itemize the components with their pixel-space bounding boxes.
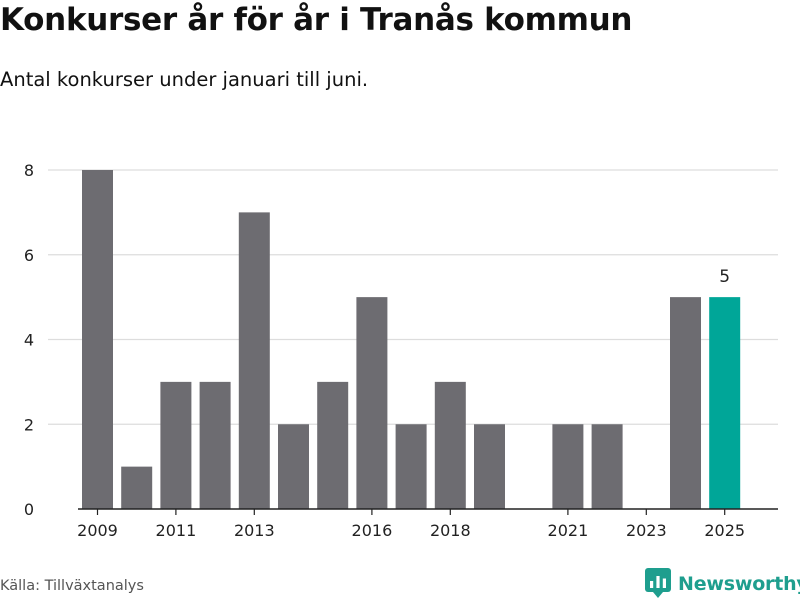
x-axis: 2009 2011 2013 2016 2018 2021 2023 2025	[77, 508, 778, 540]
bar	[395, 424, 427, 509]
chart-title: Konkurser år för år i Tranås kommun	[0, 2, 633, 38]
bar	[278, 424, 309, 509]
x-tick-label: 2023	[626, 521, 667, 540]
bars	[82, 170, 741, 509]
y-tick-label: 6	[24, 246, 34, 265]
data-labels: 5	[719, 267, 730, 287]
chart-subtitle: Antal konkurser under januari till juni.	[0, 68, 369, 91]
newsworthy-logo-icon	[645, 568, 671, 598]
brand-name: Newsworthy	[678, 573, 800, 595]
bar	[591, 424, 623, 509]
x-tick-label: 2009	[77, 521, 118, 540]
bar	[670, 297, 701, 509]
bar	[160, 381, 192, 509]
x-tick-label: 2021	[548, 521, 589, 540]
brand-logo: Newsworthy	[645, 568, 800, 600]
source-note: Källa: Tillväxtanalys	[0, 578, 144, 594]
x-tick-label: 2025	[704, 521, 745, 540]
y-tick-label: 0	[24, 500, 34, 519]
y-tick-label: 4	[24, 331, 34, 350]
x-tick-label: 2018	[430, 521, 471, 540]
gridlines	[48, 169, 778, 425]
bar	[474, 424, 505, 509]
bar	[199, 381, 231, 509]
y-tick-label: 8	[24, 161, 34, 180]
bar	[709, 297, 741, 509]
bar	[552, 424, 584, 509]
bar	[434, 381, 466, 509]
bar	[82, 170, 113, 509]
data-label: 5	[719, 267, 730, 287]
x-tick-label: 2013	[234, 521, 275, 540]
y-tick-labels: 0 2 4 6 8	[24, 161, 34, 519]
x-tick-label: 2016	[352, 521, 393, 540]
bar	[238, 212, 270, 509]
bar	[121, 466, 153, 509]
bar	[356, 297, 388, 509]
y-tick-label: 2	[24, 415, 34, 434]
x-tick-label: 2011	[156, 521, 197, 540]
bar	[317, 381, 349, 509]
